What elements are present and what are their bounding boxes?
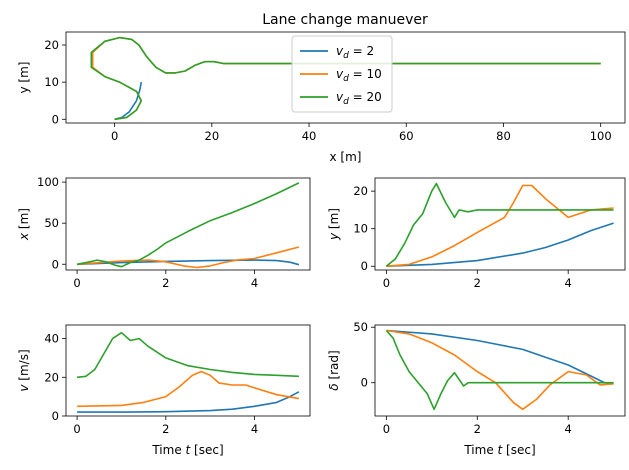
x-vs-time-axes: 0 2 4 0 50 100 x [m] — [17, 175, 311, 290]
legend: vd = 2 vd = 10 vd = 20 — [291, 35, 393, 113]
series-line-3 — [385, 329, 614, 411]
x-tick-label: 4 — [251, 276, 258, 290]
x-tick-label: 60 — [399, 129, 414, 143]
series-line-3 — [76, 182, 300, 268]
y-axis-label: y [m] — [17, 62, 31, 94]
y-tick-label: 50 — [353, 320, 368, 334]
y-tick-label: 20 — [44, 370, 59, 384]
y-tick-label: 0 — [361, 259, 368, 273]
series-line-2 — [77, 370, 300, 408]
y-tick-label: 0 — [52, 112, 59, 126]
y-tick-label: 0 — [52, 409, 59, 423]
x-axis-label: Time t [sec] — [151, 443, 223, 457]
x-tick-label: 0 — [111, 129, 118, 143]
axes-frame — [374, 177, 626, 271]
steering-vs-time-axes: 0 2 4 0 50 δ [rad] Time t [sec] — [327, 320, 626, 457]
legend-box — [291, 35, 393, 113]
x-tick-label: 0 — [73, 422, 80, 436]
trajectory-axes: 0 20 40 60 80 100 0 10 20 y [m] x [m] — [17, 31, 626, 164]
series-line-3 — [385, 182, 614, 267]
y-tick-label: 10 — [44, 75, 59, 89]
y-tick-label: 50 — [44, 216, 59, 230]
x-tick-label: 100 — [590, 129, 612, 143]
x-tick-label: 2 — [474, 422, 481, 436]
x-tick-label: 4 — [565, 276, 572, 290]
series-line-2 — [386, 184, 614, 267]
series-line-1 — [77, 391, 300, 413]
axes-frame — [65, 177, 311, 271]
x-axis-label: Time t [sec] — [463, 443, 535, 457]
legend-label-2: vd = 10 — [336, 67, 382, 84]
y-tick-label: 20 — [44, 38, 59, 52]
series-line-3 — [90, 36, 601, 121]
x-tick-label: 2 — [162, 422, 169, 436]
x-tick-label: 40 — [302, 129, 317, 143]
axes-frame — [65, 324, 311, 417]
x-tick-label: 4 — [251, 422, 258, 436]
series-line-1 — [386, 222, 614, 267]
series-line-1 — [114, 81, 143, 121]
y-axis-label: v [m/s] — [17, 349, 31, 391]
y-tick-label: 20 — [353, 184, 368, 198]
x-tick-label: 0 — [383, 422, 390, 436]
series-line-2 — [386, 329, 614, 411]
legend-label-1: vd = 2 — [336, 44, 374, 61]
y-vs-time-axes: 0 2 4 0 10 20 y [m] — [327, 177, 626, 290]
axes-frame — [374, 324, 626, 417]
y-axis-label: δ [rad] — [327, 350, 341, 390]
chart-title: Lane change manuever — [262, 12, 428, 28]
y-tick-label: 0 — [361, 376, 368, 390]
y-tick-label: 0 — [52, 257, 59, 271]
y-axis-label: y [m] — [327, 208, 341, 241]
legend-label-3: vd = 20 — [336, 90, 382, 107]
x-tick-label: 0 — [383, 276, 390, 290]
series-line-1 — [386, 329, 614, 385]
y-tick-label: 40 — [44, 332, 59, 346]
y-tick-label: 100 — [37, 175, 59, 189]
y-tick-label: 10 — [353, 222, 368, 236]
axes-frame — [65, 31, 626, 124]
x-tick-label: 20 — [205, 129, 220, 143]
x-tick-label: 80 — [496, 129, 511, 143]
x-tick-label: 2 — [474, 276, 481, 290]
x-tick-label: 4 — [565, 422, 572, 436]
series-line-3 — [77, 331, 299, 379]
x-tick-label: 2 — [162, 276, 169, 290]
x-tick-label: 0 — [73, 276, 80, 290]
x-axis-label: x [m] — [330, 150, 362, 164]
series-line-2 — [77, 246, 300, 269]
y-axis-label: x [m] — [17, 208, 31, 241]
